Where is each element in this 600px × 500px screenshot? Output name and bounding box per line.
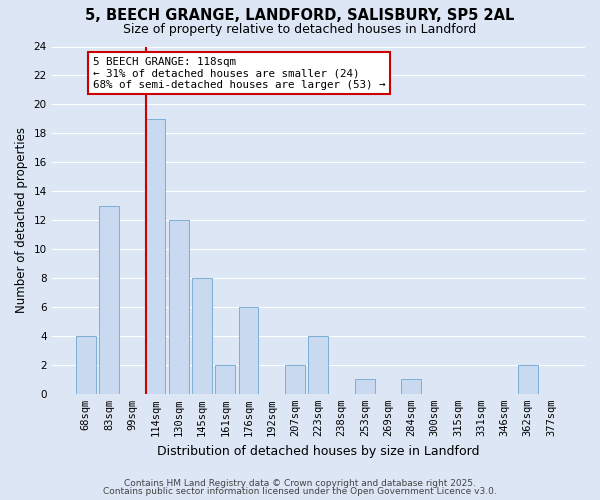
Text: Contains HM Land Registry data © Crown copyright and database right 2025.: Contains HM Land Registry data © Crown c…: [124, 478, 476, 488]
Bar: [355, 380, 375, 394]
Text: Size of property relative to detached houses in Landford: Size of property relative to detached ho…: [124, 22, 476, 36]
Bar: [308, 336, 328, 394]
Bar: [239, 307, 259, 394]
Bar: [285, 365, 305, 394]
Bar: [169, 220, 188, 394]
Bar: [146, 119, 166, 394]
Bar: [401, 380, 421, 394]
Bar: [518, 365, 538, 394]
Text: 5 BEECH GRANGE: 118sqm
← 31% of detached houses are smaller (24)
68% of semi-det: 5 BEECH GRANGE: 118sqm ← 31% of detached…: [93, 56, 385, 90]
X-axis label: Distribution of detached houses by size in Landford: Distribution of detached houses by size …: [157, 444, 479, 458]
Bar: [192, 278, 212, 394]
Text: Contains public sector information licensed under the Open Government Licence v3: Contains public sector information licen…: [103, 487, 497, 496]
Y-axis label: Number of detached properties: Number of detached properties: [15, 127, 28, 313]
Text: 5, BEECH GRANGE, LANDFORD, SALISBURY, SP5 2AL: 5, BEECH GRANGE, LANDFORD, SALISBURY, SP…: [85, 8, 515, 22]
Bar: [99, 206, 119, 394]
Bar: [76, 336, 95, 394]
Bar: [215, 365, 235, 394]
